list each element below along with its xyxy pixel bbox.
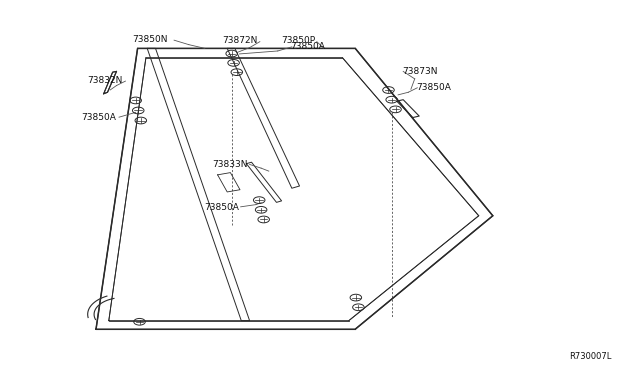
Text: R730007L: R730007L (569, 352, 611, 361)
Text: 73850A: 73850A (290, 42, 324, 51)
Text: 73850P: 73850P (282, 36, 316, 45)
Text: 73850A: 73850A (82, 113, 116, 122)
Text: 73850N: 73850N (132, 35, 168, 44)
Text: 73850A: 73850A (205, 203, 239, 212)
Text: 73872N: 73872N (222, 36, 257, 45)
Text: 73850A: 73850A (416, 83, 451, 92)
Text: 73873N: 73873N (402, 67, 437, 76)
Text: 73833N: 73833N (212, 160, 248, 169)
Text: 73832N: 73832N (88, 76, 123, 85)
